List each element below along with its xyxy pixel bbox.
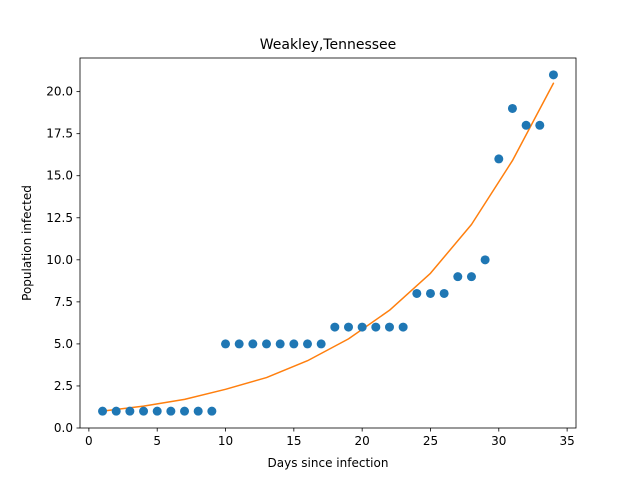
data-point: [494, 154, 504, 164]
x-tick-label: 15: [286, 434, 301, 448]
x-axis: 0 5 10 15 20 25 30 35: [85, 428, 575, 448]
data-point: [166, 406, 176, 416]
axes-frame: [79, 57, 577, 429]
data-point: [535, 120, 545, 130]
data-point: [289, 339, 299, 349]
data-point: [398, 322, 408, 332]
data-point: [507, 103, 517, 113]
data-point: [275, 339, 285, 349]
x-tick-label: 35: [559, 434, 574, 448]
x-tick-label: 0: [85, 434, 93, 448]
data-point: [384, 322, 394, 332]
data-point: [316, 339, 326, 349]
data-point: [221, 339, 231, 349]
data-point: [111, 406, 121, 416]
data-point: [98, 406, 108, 416]
fit-curve-line: [101, 82, 555, 412]
y-tick-label: 7.5: [54, 295, 73, 309]
data-point: [330, 322, 340, 332]
data-point: [248, 339, 258, 349]
x-tick-label: 30: [491, 434, 506, 448]
y-axis: 0.0 2.5 5.0 7.5 10.0 12.5 15.0 17.5 20.0: [46, 85, 80, 435]
data-point: [371, 322, 381, 332]
data-point: [207, 406, 217, 416]
plot-area: [98, 70, 558, 416]
y-tick-label: 17.5: [46, 127, 73, 141]
x-tick-label: 20: [355, 434, 370, 448]
y-tick-label: 5.0: [54, 337, 73, 351]
data-point: [480, 255, 490, 265]
data-point: [425, 288, 435, 298]
data-point: [125, 406, 135, 416]
data-point: [357, 322, 367, 332]
data-point: [548, 70, 558, 80]
x-axis-title: Days since infection: [268, 456, 389, 470]
x-tick-label: 25: [423, 434, 438, 448]
data-point: [139, 406, 149, 416]
data-point: [262, 339, 272, 349]
x-tick-label: 5: [153, 434, 161, 448]
y-axis-title: Population infected: [20, 185, 34, 301]
data-point: [234, 339, 244, 349]
y-tick-label: 12.5: [46, 211, 73, 225]
data-point: [466, 272, 476, 282]
chart-title: Weakley,Tennessee: [260, 37, 397, 53]
x-tick-label: 10: [218, 434, 233, 448]
data-point: [439, 288, 449, 298]
data-point: [344, 322, 353, 332]
y-tick-label: 20.0: [46, 85, 73, 99]
data-point: [453, 272, 463, 282]
y-tick-label: 10.0: [46, 253, 73, 267]
y-tick-label: 2.5: [54, 379, 73, 393]
data-point: [180, 406, 190, 416]
data-point: [152, 406, 162, 416]
data-point: [193, 406, 203, 416]
y-tick-label: 0.0: [54, 421, 73, 435]
y-tick-label: 15.0: [46, 169, 73, 183]
data-point: [303, 339, 312, 349]
data-point: [521, 120, 531, 130]
data-point: [412, 288, 422, 298]
